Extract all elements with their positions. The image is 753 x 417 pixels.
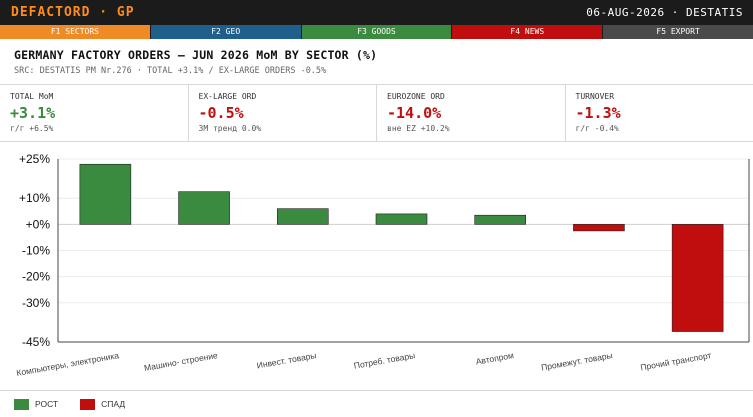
bar <box>573 224 625 232</box>
top-bar: DEFACTORD · GP 06-AUG-2026 · DESTATIS <box>0 0 753 25</box>
sector-bar-chart: -45% -30% -20% -10% +0% +10% +25% Компьютеры, э… <box>16 152 750 378</box>
legend-swatch-decline <box>80 398 96 410</box>
x-tick-label: Промежут. товары <box>540 350 613 372</box>
kpi-subvalue: г/г +6.5% <box>10 124 54 133</box>
legend-swatch-growth <box>14 398 29 410</box>
x-tick-label: Автопром <box>475 350 515 367</box>
fkey-sectors[interactable]: F1 SECTORS <box>0 25 151 39</box>
kpi-eurozone-orders: EUROZONE ORD -14.0% вне EZ +10.2% <box>377 85 566 141</box>
x-tick-label: Прочий транспорт <box>640 350 712 372</box>
fkey-news[interactable]: F4 NEWS <box>452 25 604 39</box>
date-source-stamp: 06-AUG-2026 · DESTATIS <box>586 6 743 19</box>
kpi-subvalue: вне EZ +10.2% <box>387 124 450 133</box>
fkey-export[interactable]: F5 EXPORT <box>603 25 753 39</box>
kpi-value: -0.5% <box>198 104 244 122</box>
y-tick-label: -45% <box>22 335 50 349</box>
y-tick-label: -10% <box>22 244 50 258</box>
kpi-subvalue: г/г -0.4% <box>575 124 619 133</box>
y-tick-label: -30% <box>22 296 50 310</box>
legend-label: СПАД <box>101 399 126 409</box>
kpi-subvalue: 3М тренд 0.0% <box>198 124 262 133</box>
legend-item-growth: РОСТ <box>14 398 59 410</box>
app-brand: DEFACTORD · GP <box>11 5 135 20</box>
kpi-label: TURNOVER <box>575 92 615 101</box>
page-title: GERMANY FACTORY ORDERS — JUN 2026 MoM BY… <box>14 48 378 62</box>
function-key-bar: F1 SECTORS F2 GEO F3 GOODS F4 NEWS F5 EX… <box>0 25 753 39</box>
y-tick-label: +10% <box>19 191 50 205</box>
kpi-total-mom: TOTAL MoM +3.1% г/г +6.5% <box>0 85 189 141</box>
bar <box>178 191 230 225</box>
x-tick-label: Компьютеры, электроника <box>16 350 120 378</box>
x-tick-label: Инвест. товары <box>256 350 317 370</box>
legend-item-decline: СПАД <box>80 398 126 410</box>
kpi-value: -14.0% <box>387 104 442 122</box>
fkey-goods[interactable]: F3 GOODS <box>301 25 453 39</box>
y-tick-label: -20% <box>22 270 50 284</box>
x-tick-label: Машино- строение <box>143 350 218 373</box>
fkey-geo[interactable]: F2 GEO <box>150 25 302 39</box>
chart-legend: РОСТ СПАД <box>0 390 753 417</box>
bar <box>79 163 132 225</box>
kpi-value: +3.1% <box>10 104 56 122</box>
kpi-label: EX-LARGE ORD <box>198 92 257 101</box>
x-tick-label: Потреб. товары <box>353 350 416 371</box>
kpi-ex-large-orders: EX-LARGE ORD -0.5% 3М тренд 0.0% <box>189 85 377 141</box>
kpi-turnover: TURNOVER -1.3% г/г -0.4% <box>566 85 753 141</box>
kpi-strip: TOTAL MoM +3.1% г/г +6.5% EX-LARGE ORD -… <box>0 85 753 142</box>
legend-label: РОСТ <box>35 399 59 409</box>
kpi-label: EUROZONE ORD <box>387 92 445 101</box>
kpi-label: TOTAL MoM <box>10 92 54 101</box>
bar <box>375 213 428 225</box>
kpi-value: -1.3% <box>575 104 621 122</box>
y-tick-label: +0% <box>26 217 51 231</box>
title-panel: GERMANY FACTORY ORDERS — JUN 2026 MoM BY… <box>0 39 753 85</box>
bar <box>671 224 724 332</box>
page-subtitle: SRC: DESTATIS PM Nr.276 · TOTAL +3.1% / … <box>14 66 327 76</box>
y-tick-label: +25% <box>19 152 50 166</box>
bar <box>474 214 527 225</box>
bar <box>276 208 329 225</box>
